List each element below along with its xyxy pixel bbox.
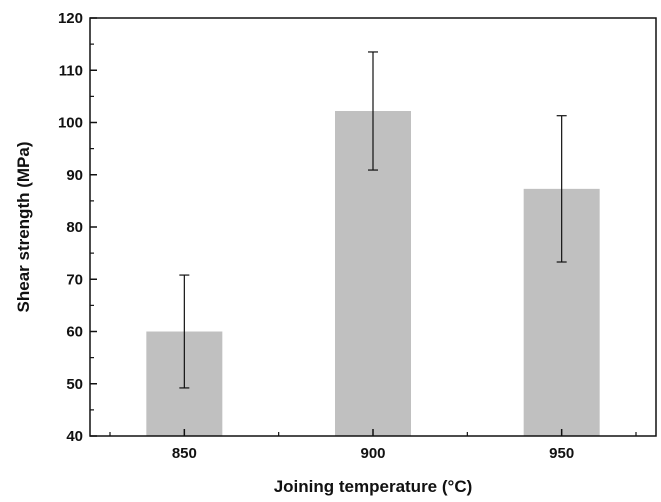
y-tick-label: 110 <box>59 62 83 79</box>
x-axis-label: Joining temperature (°C) <box>274 477 473 496</box>
y-tick-label: 50 <box>66 376 83 393</box>
y-tick-label: 40 <box>66 428 83 445</box>
y-tick-label: 70 <box>66 271 83 288</box>
y-tick-label: 60 <box>66 324 83 341</box>
x-tick-label: 950 <box>549 445 574 462</box>
y-tick-label: 100 <box>58 115 83 132</box>
y-tick-label: 120 <box>58 10 83 27</box>
y-axis-label: Shear strength (MPa) <box>14 142 33 313</box>
plot-frame <box>89 17 657 437</box>
plot-area: 40 50 60 70 80 90 100 110 120 850 900 950 <box>58 10 637 462</box>
y-tick-label: 80 <box>66 219 83 236</box>
x-tick-label: 900 <box>360 445 385 462</box>
y-tick-label: 90 <box>66 167 83 184</box>
x-tick-label: 850 <box>172 445 197 462</box>
